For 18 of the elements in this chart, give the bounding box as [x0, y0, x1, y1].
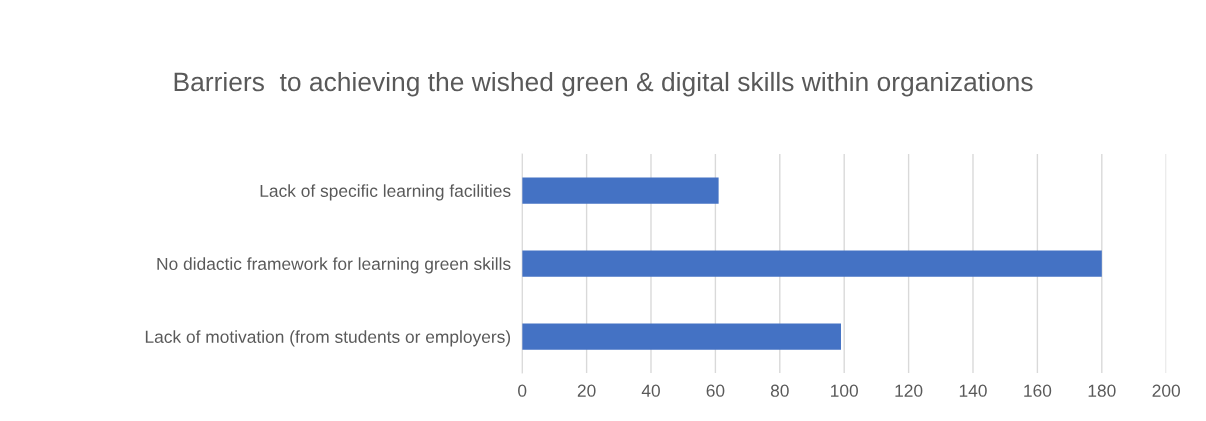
y-tick-label: Lack of motivation (from students or employers)	[145, 330, 511, 347]
bar	[522, 177, 719, 204]
x-tick-label: 140	[959, 384, 987, 397]
y-tick-label: No didactic framework for learning green skills	[157, 257, 511, 274]
x-tick-label: 40	[641, 384, 660, 397]
x-tick-label: 80	[770, 384, 789, 397]
x-tick-label: 100	[831, 384, 859, 397]
x-tick-label: 200	[1152, 384, 1181, 397]
chart-title: Barriers to achieving the wished green & digital skills within organizations	[174, 71, 1033, 97]
x-tick-label: 160	[1024, 384, 1052, 397]
bar	[522, 323, 841, 350]
x-tick-label: 20	[577, 384, 596, 397]
x-tick-label: 0	[518, 384, 527, 397]
x-tick-label: 180	[1088, 384, 1116, 397]
x-tick-label: 120	[895, 384, 923, 397]
x-tick-label: 60	[706, 384, 725, 397]
bar	[522, 250, 1102, 277]
y-tick-label: Lack of specific learning facilities	[260, 184, 511, 201]
